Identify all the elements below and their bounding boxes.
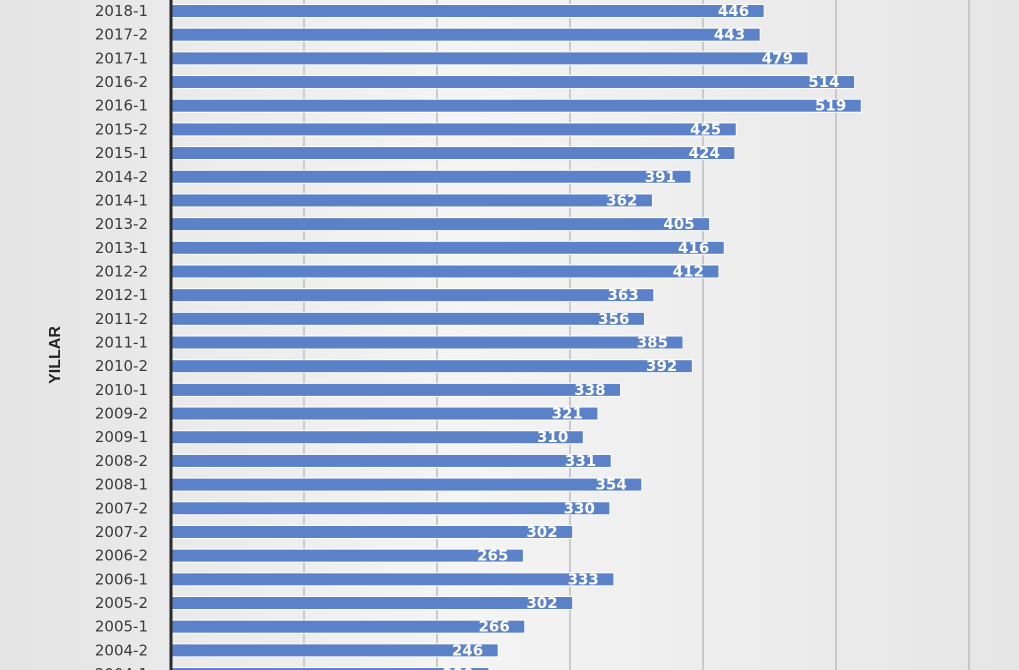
data-label: 363 xyxy=(607,286,638,304)
data-label: 425 xyxy=(690,120,721,138)
category-label: 2013-2 xyxy=(95,215,148,233)
data-label: 302 xyxy=(526,523,557,541)
category-label: 2011-2 xyxy=(95,310,148,328)
data-label: 443 xyxy=(714,26,745,44)
bar xyxy=(170,169,692,184)
category-label: 2017-1 xyxy=(95,49,148,67)
bar xyxy=(170,430,584,445)
bar xyxy=(170,51,809,66)
data-label: 405 xyxy=(663,215,694,233)
data-label: 412 xyxy=(673,262,704,280)
category-label: 2008-1 xyxy=(95,476,148,494)
bar xyxy=(170,335,684,350)
bar xyxy=(170,453,612,468)
bar xyxy=(170,98,862,113)
category-label: 2006-1 xyxy=(95,570,148,588)
data-label: 479 xyxy=(762,49,793,67)
value-labels: 446 443 479 514 519 425 424 391 362 405 416 412 363 3… xyxy=(443,2,847,670)
bar xyxy=(170,4,765,18)
data-label: 338 xyxy=(574,381,605,399)
data-label: 246 xyxy=(452,641,483,659)
y-axis-title: YILLAR xyxy=(47,326,64,384)
data-label: 391 xyxy=(645,168,676,186)
category-label: 2010-1 xyxy=(95,381,148,399)
bar xyxy=(170,619,526,634)
category-label: 2013-1 xyxy=(95,239,148,257)
category-label: 2018-1 xyxy=(95,2,148,20)
bar xyxy=(170,359,693,374)
category-label: 2004-2 xyxy=(95,641,148,659)
data-label: 514 xyxy=(808,73,839,91)
category-label: 2009-2 xyxy=(95,405,148,423)
category-label: 2008-2 xyxy=(95,452,148,470)
data-label: 310 xyxy=(537,428,568,446)
data-label: 519 xyxy=(815,97,846,115)
category-label: 2009-1 xyxy=(95,428,148,446)
bar xyxy=(170,240,725,255)
bar xyxy=(170,264,720,279)
data-label: 356 xyxy=(598,310,629,328)
bar xyxy=(170,643,499,658)
bar xyxy=(170,667,490,670)
bar xyxy=(170,122,737,137)
category-label: 2012-2 xyxy=(95,262,148,280)
category-label: 2017-2 xyxy=(95,26,148,44)
bar xyxy=(170,288,655,303)
bar xyxy=(170,406,599,421)
bar xyxy=(170,572,615,587)
category-label: 2014-1 xyxy=(95,191,148,209)
category-label: 2015-2 xyxy=(95,120,148,138)
data-label: 392 xyxy=(646,357,677,375)
bar xyxy=(170,27,761,42)
category-label: 2005-2 xyxy=(95,594,148,612)
bars xyxy=(170,4,862,670)
data-label: 446 xyxy=(718,2,749,20)
category-label: 2006-2 xyxy=(95,547,148,565)
bar xyxy=(170,146,736,161)
data-label: 424 xyxy=(689,144,720,162)
data-label: 416 xyxy=(678,239,709,257)
data-label: 265 xyxy=(477,547,508,565)
bar xyxy=(170,193,653,208)
category-labels: 2018-1 2017-2 2017-1 2016-2 2016-1 2015-2 2015… xyxy=(95,2,148,670)
bar xyxy=(170,524,574,539)
bar xyxy=(170,548,524,563)
category-label: 2016-2 xyxy=(95,73,148,91)
data-label: 302 xyxy=(526,594,557,612)
bar xyxy=(170,382,622,397)
data-label: 321 xyxy=(552,405,583,423)
category-label: 2012-1 xyxy=(95,286,148,304)
category-label: 2014-2 xyxy=(95,168,148,186)
category-label: 2015-1 xyxy=(95,144,148,162)
category-label: 2011-1 xyxy=(95,334,148,352)
category-label: 2007-2 xyxy=(95,523,148,541)
bar xyxy=(170,501,611,516)
data-label: 385 xyxy=(637,334,668,352)
data-label: 266 xyxy=(478,618,509,636)
data-label: 331 xyxy=(565,452,596,470)
data-label: 362 xyxy=(606,191,637,209)
category-label: 2016-1 xyxy=(95,97,148,115)
category-label: 2010-2 xyxy=(95,357,148,375)
bar xyxy=(170,217,711,232)
bar xyxy=(170,75,856,90)
data-label: 239 xyxy=(443,665,474,670)
category-label: 2007-2 xyxy=(95,499,148,517)
data-label: 354 xyxy=(596,476,627,494)
bar xyxy=(170,311,645,326)
bar xyxy=(170,596,574,610)
bar xyxy=(170,477,643,492)
category-label: 2005-1 xyxy=(95,618,148,636)
category-label: 2004-1 xyxy=(95,665,148,670)
data-label: 330 xyxy=(564,499,595,517)
data-label: 333 xyxy=(568,570,599,588)
